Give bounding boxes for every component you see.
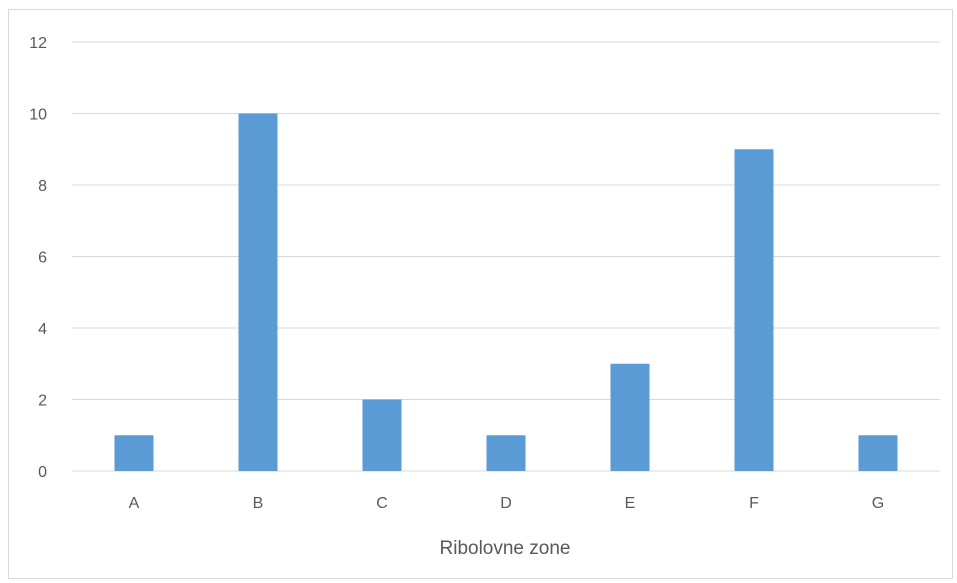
y-tick-label: 2 bbox=[38, 393, 47, 410]
y-tick-label: 8 bbox=[38, 178, 47, 195]
y-tick-label: 10 bbox=[29, 107, 47, 124]
x-axis-title: Ribolovne zone bbox=[440, 538, 571, 559]
x-tick-label: G bbox=[872, 495, 884, 512]
chart-frame bbox=[8, 9, 953, 579]
x-tick-label: A bbox=[129, 495, 140, 512]
gridlines bbox=[72, 41, 940, 472]
bar-B bbox=[238, 113, 278, 471]
y-axis-ticks: 0 2 4 6 8 10 12 bbox=[29, 35, 47, 481]
x-tick-label: D bbox=[500, 495, 512, 512]
x-tick-label: F bbox=[749, 495, 759, 512]
bar-F bbox=[734, 149, 774, 471]
x-tick-label: C bbox=[376, 495, 388, 512]
bars bbox=[114, 113, 898, 471]
y-tick-label: 0 bbox=[38, 464, 47, 481]
bar-C bbox=[362, 399, 402, 471]
bar-E bbox=[610, 363, 650, 471]
y-tick-label: 12 bbox=[29, 35, 47, 52]
x-tick-label: E bbox=[625, 495, 636, 512]
y-tick-label: 6 bbox=[38, 250, 47, 267]
x-axis-ticks: A B C D E F G bbox=[129, 495, 885, 512]
bar-A bbox=[114, 435, 154, 471]
bar-G bbox=[858, 435, 898, 471]
x-tick-label: B bbox=[253, 495, 264, 512]
y-tick-label: 4 bbox=[38, 321, 47, 338]
bar-D bbox=[486, 435, 526, 471]
